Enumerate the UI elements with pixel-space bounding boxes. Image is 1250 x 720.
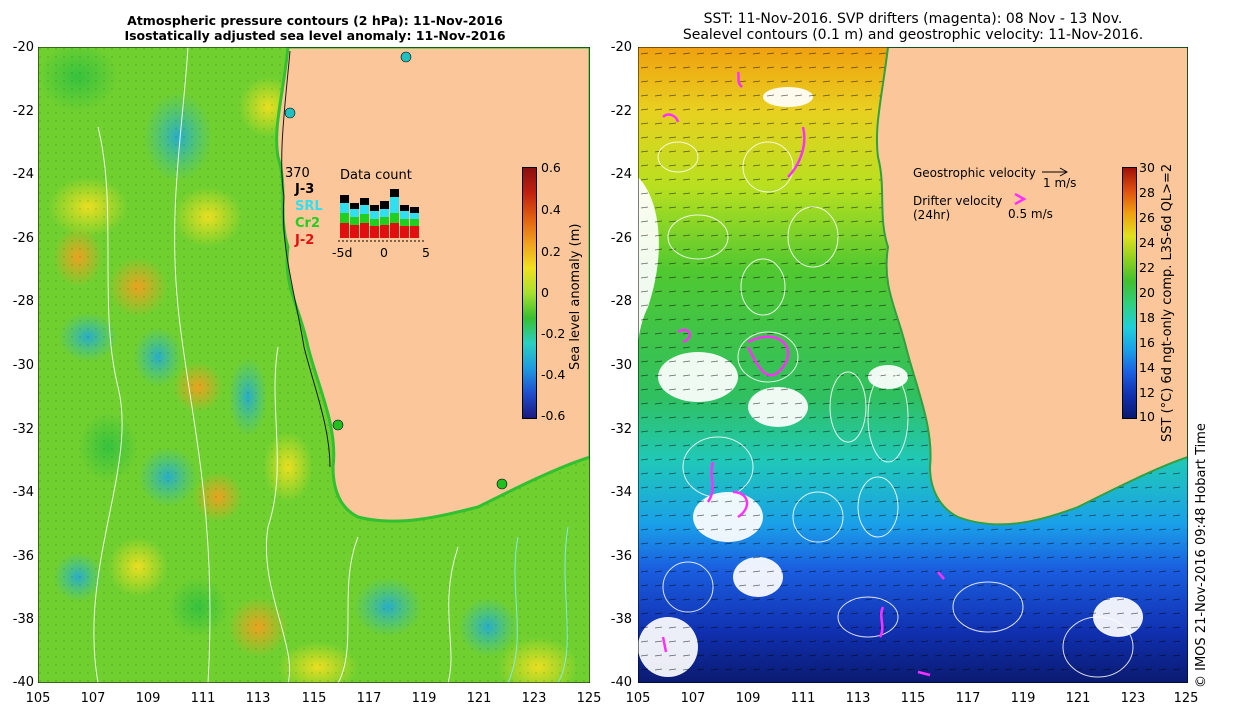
right-xtick-9: 123 — [1120, 691, 1146, 706]
right-ytick-5: -30 — [610, 358, 632, 373]
geostrophic-arrow-icon — [1042, 167, 1069, 177]
left-cb-tick-5: -0.4 — [541, 367, 566, 382]
left-ytick-4: -28 — [12, 294, 34, 309]
data-count-x-min: -5d — [332, 245, 353, 260]
left-xtick-10: 125 — [576, 691, 602, 706]
left-xtick-3: 111 — [190, 691, 216, 706]
right-title-line2: Sealevel contours (0.1 m) and geostrophi… — [682, 27, 1144, 43]
right-xtick-0: 105 — [625, 691, 651, 706]
mission-j3: J-3 — [295, 182, 315, 197]
right-cb-tick-9: 12 — [1139, 385, 1155, 400]
data-count-x-zero: 0 — [380, 245, 388, 260]
right-ytick-9: -38 — [610, 612, 632, 627]
left-ytick-2: -24 — [12, 167, 34, 182]
right-xtick-10: 125 — [1173, 691, 1199, 706]
right-cb-tick-2: 26 — [1139, 210, 1155, 225]
drifter-velocity-label: Drifter velocity — [913, 194, 1003, 208]
drifter-scale: 0.5 m/s — [1008, 207, 1053, 221]
right-cb-tick-0: 30 — [1139, 160, 1155, 175]
left-xtick-5: 115 — [301, 691, 327, 706]
right-xtick-3: 111 — [790, 691, 816, 706]
mission-srl: SRL — [295, 199, 323, 214]
left-cb-tick-6: -0.6 — [541, 408, 566, 423]
left-ytick-6: -32 — [12, 422, 34, 437]
left-cb-tick-0: 0.6 — [541, 160, 561, 175]
data-count-inset: 370 Data count J-3 SRL Cr2 J-2 -5d 0 5 — [280, 165, 440, 265]
left-ytick-5: -30 — [12, 358, 34, 373]
right-xtick-2: 109 — [735, 691, 761, 706]
left-xtick-6: 117 — [356, 691, 382, 706]
left-ytick-8: -36 — [12, 549, 34, 564]
right-cb-tick-4: 22 — [1139, 260, 1155, 275]
right-cb-tick-8: 14 — [1139, 360, 1155, 375]
left-xtick-8: 121 — [466, 691, 492, 706]
drifter-sub-label: (24hr) — [913, 208, 951, 222]
left-title-line2: Isostatically adjusted sea level anomaly… — [124, 28, 506, 43]
right-xtick-1: 107 — [680, 691, 706, 706]
left-cb-tick-2: 0.2 — [541, 244, 561, 259]
right-ytick-1: -22 — [610, 104, 632, 119]
left-xtick-2: 109 — [135, 691, 161, 706]
left-title-line1: Atmospheric pressure contours (2 hPa): 1… — [127, 13, 503, 28]
right-title-line1: SST: 11-Nov-2016. SVP drifters (magenta)… — [703, 11, 1123, 27]
right-cb-tick-5: 20 — [1139, 285, 1155, 300]
geostrophic-velocity-label: Geostrophic velocity — [913, 166, 1036, 180]
mission-cr2: Cr2 — [295, 216, 320, 231]
left-xtick-0: 105 — [25, 691, 51, 706]
right-cb-tick-3: 24 — [1139, 235, 1155, 250]
right-ytick-10: -40 — [610, 675, 632, 690]
left-colorbar-label: Sea level anomaly (m) — [568, 223, 583, 370]
left-colorbar — [522, 167, 537, 419]
right-ytick-0: -20 — [610, 40, 632, 55]
left-xtick-7: 119 — [411, 691, 437, 706]
data-count-x-max: 5 — [422, 245, 430, 260]
right-ytick-2: -24 — [610, 167, 632, 182]
left-cb-tick-1: 0.4 — [541, 202, 561, 217]
right-ytick-4: -28 — [610, 294, 632, 309]
left-xtick-9: 123 — [521, 691, 547, 706]
left-cb-tick-4: -0.2 — [541, 326, 566, 341]
left-ytick-0: -20 — [12, 40, 34, 55]
data-count-max: 370 — [285, 166, 310, 181]
left-ytick-9: -38 — [12, 612, 34, 627]
left-map — [38, 47, 590, 683]
right-xtick-4: 113 — [845, 691, 871, 706]
left-ytick-7: -34 — [12, 485, 34, 500]
left-ytick-10: -40 — [12, 675, 34, 690]
right-colorbar — [1122, 167, 1137, 419]
right-xtick-6: 117 — [955, 691, 981, 706]
data-count-histogram — [338, 189, 426, 242]
left-ytick-1: -22 — [12, 104, 34, 119]
right-xtick-8: 121 — [1065, 691, 1091, 706]
right-xtick-5: 115 — [900, 691, 926, 706]
right-ytick-8: -36 — [610, 549, 632, 564]
right-cb-tick-6: 18 — [1139, 310, 1155, 325]
left-ytick-3: -26 — [12, 231, 34, 246]
right-xtick-7: 119 — [1010, 691, 1036, 706]
right-colorbar-label: SST (°C) 6d ngt-only comp. L3S-6d QL>=2 — [1160, 163, 1175, 442]
imos-credit: © IMOS 21-Nov-2016 09:48 Hobart Time — [1194, 423, 1209, 688]
left-xtick-1: 107 — [80, 691, 106, 706]
data-count-title: Data count — [340, 168, 412, 183]
left-cb-tick-3: 0 — [541, 285, 549, 300]
mission-j2: J-2 — [295, 233, 315, 248]
geostrophic-scale: 1 m/s — [1043, 176, 1077, 190]
right-ytick-7: -34 — [610, 485, 632, 500]
right-map — [638, 47, 1188, 683]
right-ytick-6: -32 — [610, 422, 632, 437]
right-cb-tick-10: 10 — [1139, 409, 1155, 424]
right-ytick-3: -26 — [610, 231, 632, 246]
left-xtick-4: 113 — [245, 691, 271, 706]
right-cb-tick-7: 16 — [1139, 335, 1155, 350]
drifter-arrow-icon — [1014, 192, 1027, 206]
right-cb-tick-1: 28 — [1139, 185, 1155, 200]
